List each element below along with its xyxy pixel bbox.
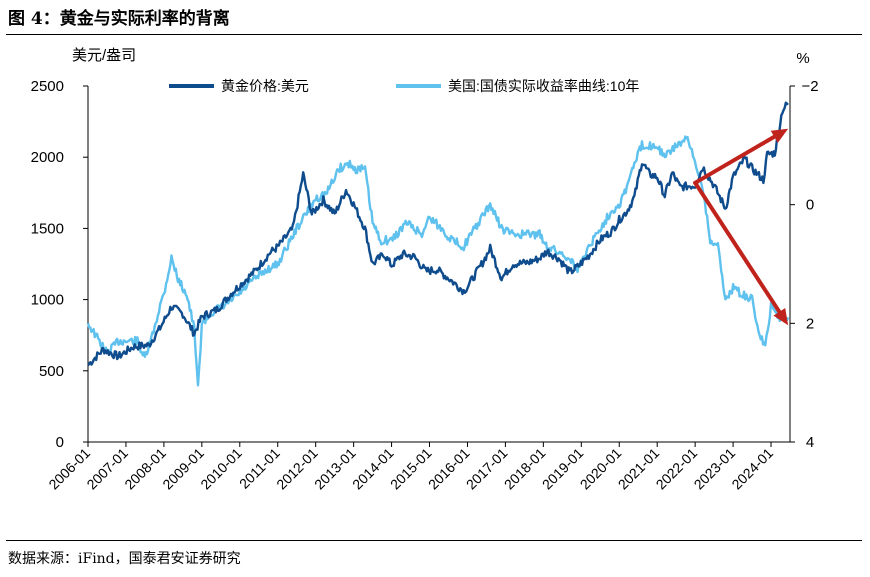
x-tick-label: 2012-01	[273, 445, 321, 493]
x-tick-label: 2017-01	[463, 445, 511, 493]
legend-label-rate: 美国:国债实际收益率曲线:10年	[448, 78, 639, 94]
left-tick-label: 500	[39, 363, 64, 380]
legend: 黄金价格:美元 美国:国债实际收益率曲线:10年	[169, 78, 639, 94]
x-tick-label: 2008-01	[121, 445, 169, 493]
left-tick-label: 2000	[31, 149, 64, 166]
right-tick-label: 0	[806, 197, 814, 214]
arrow-shaft-1	[693, 134, 777, 185]
bottom-rule	[6, 540, 862, 541]
right-tick-label: 2	[806, 315, 814, 332]
plot-frame	[87, 86, 791, 443]
series-layer	[86, 101, 790, 387]
x-tick-label: 2015-01	[387, 445, 435, 493]
left-axis-label: 美元/盎司	[72, 47, 136, 64]
x-tick-label: 2019-01	[539, 445, 587, 493]
x-tick-label: 2016-01	[425, 445, 473, 493]
x-tick-label: 2006-01	[45, 445, 93, 493]
right-tick-label: 4	[806, 434, 814, 451]
left-tick-label: 1500	[31, 220, 64, 237]
legend-label-gold: 黄金价格:美元	[221, 78, 309, 94]
left-tick-label: 1000	[31, 292, 64, 309]
right-axis-label: %	[796, 50, 809, 67]
x-tick-label: 2022-01	[653, 445, 701, 493]
x-tick-label: 2009-01	[159, 445, 207, 493]
top-rule	[6, 34, 862, 35]
x-tick-label: 2023-01	[691, 445, 739, 493]
annotation-layer	[693, 128, 789, 326]
real-rate-line	[86, 135, 790, 387]
x-tick-label: 2020-01	[577, 445, 625, 493]
x-tick-label: 2021-01	[615, 445, 663, 493]
x-tick-label: 2024-01	[728, 445, 776, 493]
right-tick-label: −2	[801, 78, 818, 95]
figure-title: 图 4：黄金与实际利率的背离	[8, 9, 230, 29]
x-tick-label: 2014-01	[349, 445, 397, 493]
left-tick-label: 2500	[31, 78, 64, 95]
x-tick-label: 2018-01	[501, 445, 549, 493]
x-tick-label: 2013-01	[311, 445, 359, 493]
gold-price-line	[87, 101, 789, 366]
arrow-head-2	[773, 308, 789, 326]
arrow-shaft-2	[693, 180, 782, 314]
x-tick-label: 2007-01	[83, 445, 131, 493]
source-note: 数据来源：iFind，国泰君安证券研究	[8, 551, 241, 567]
left-tick-label: 0	[56, 434, 64, 451]
x-tick-label: 2010-01	[197, 445, 245, 493]
arrow-head-1	[770, 128, 789, 143]
